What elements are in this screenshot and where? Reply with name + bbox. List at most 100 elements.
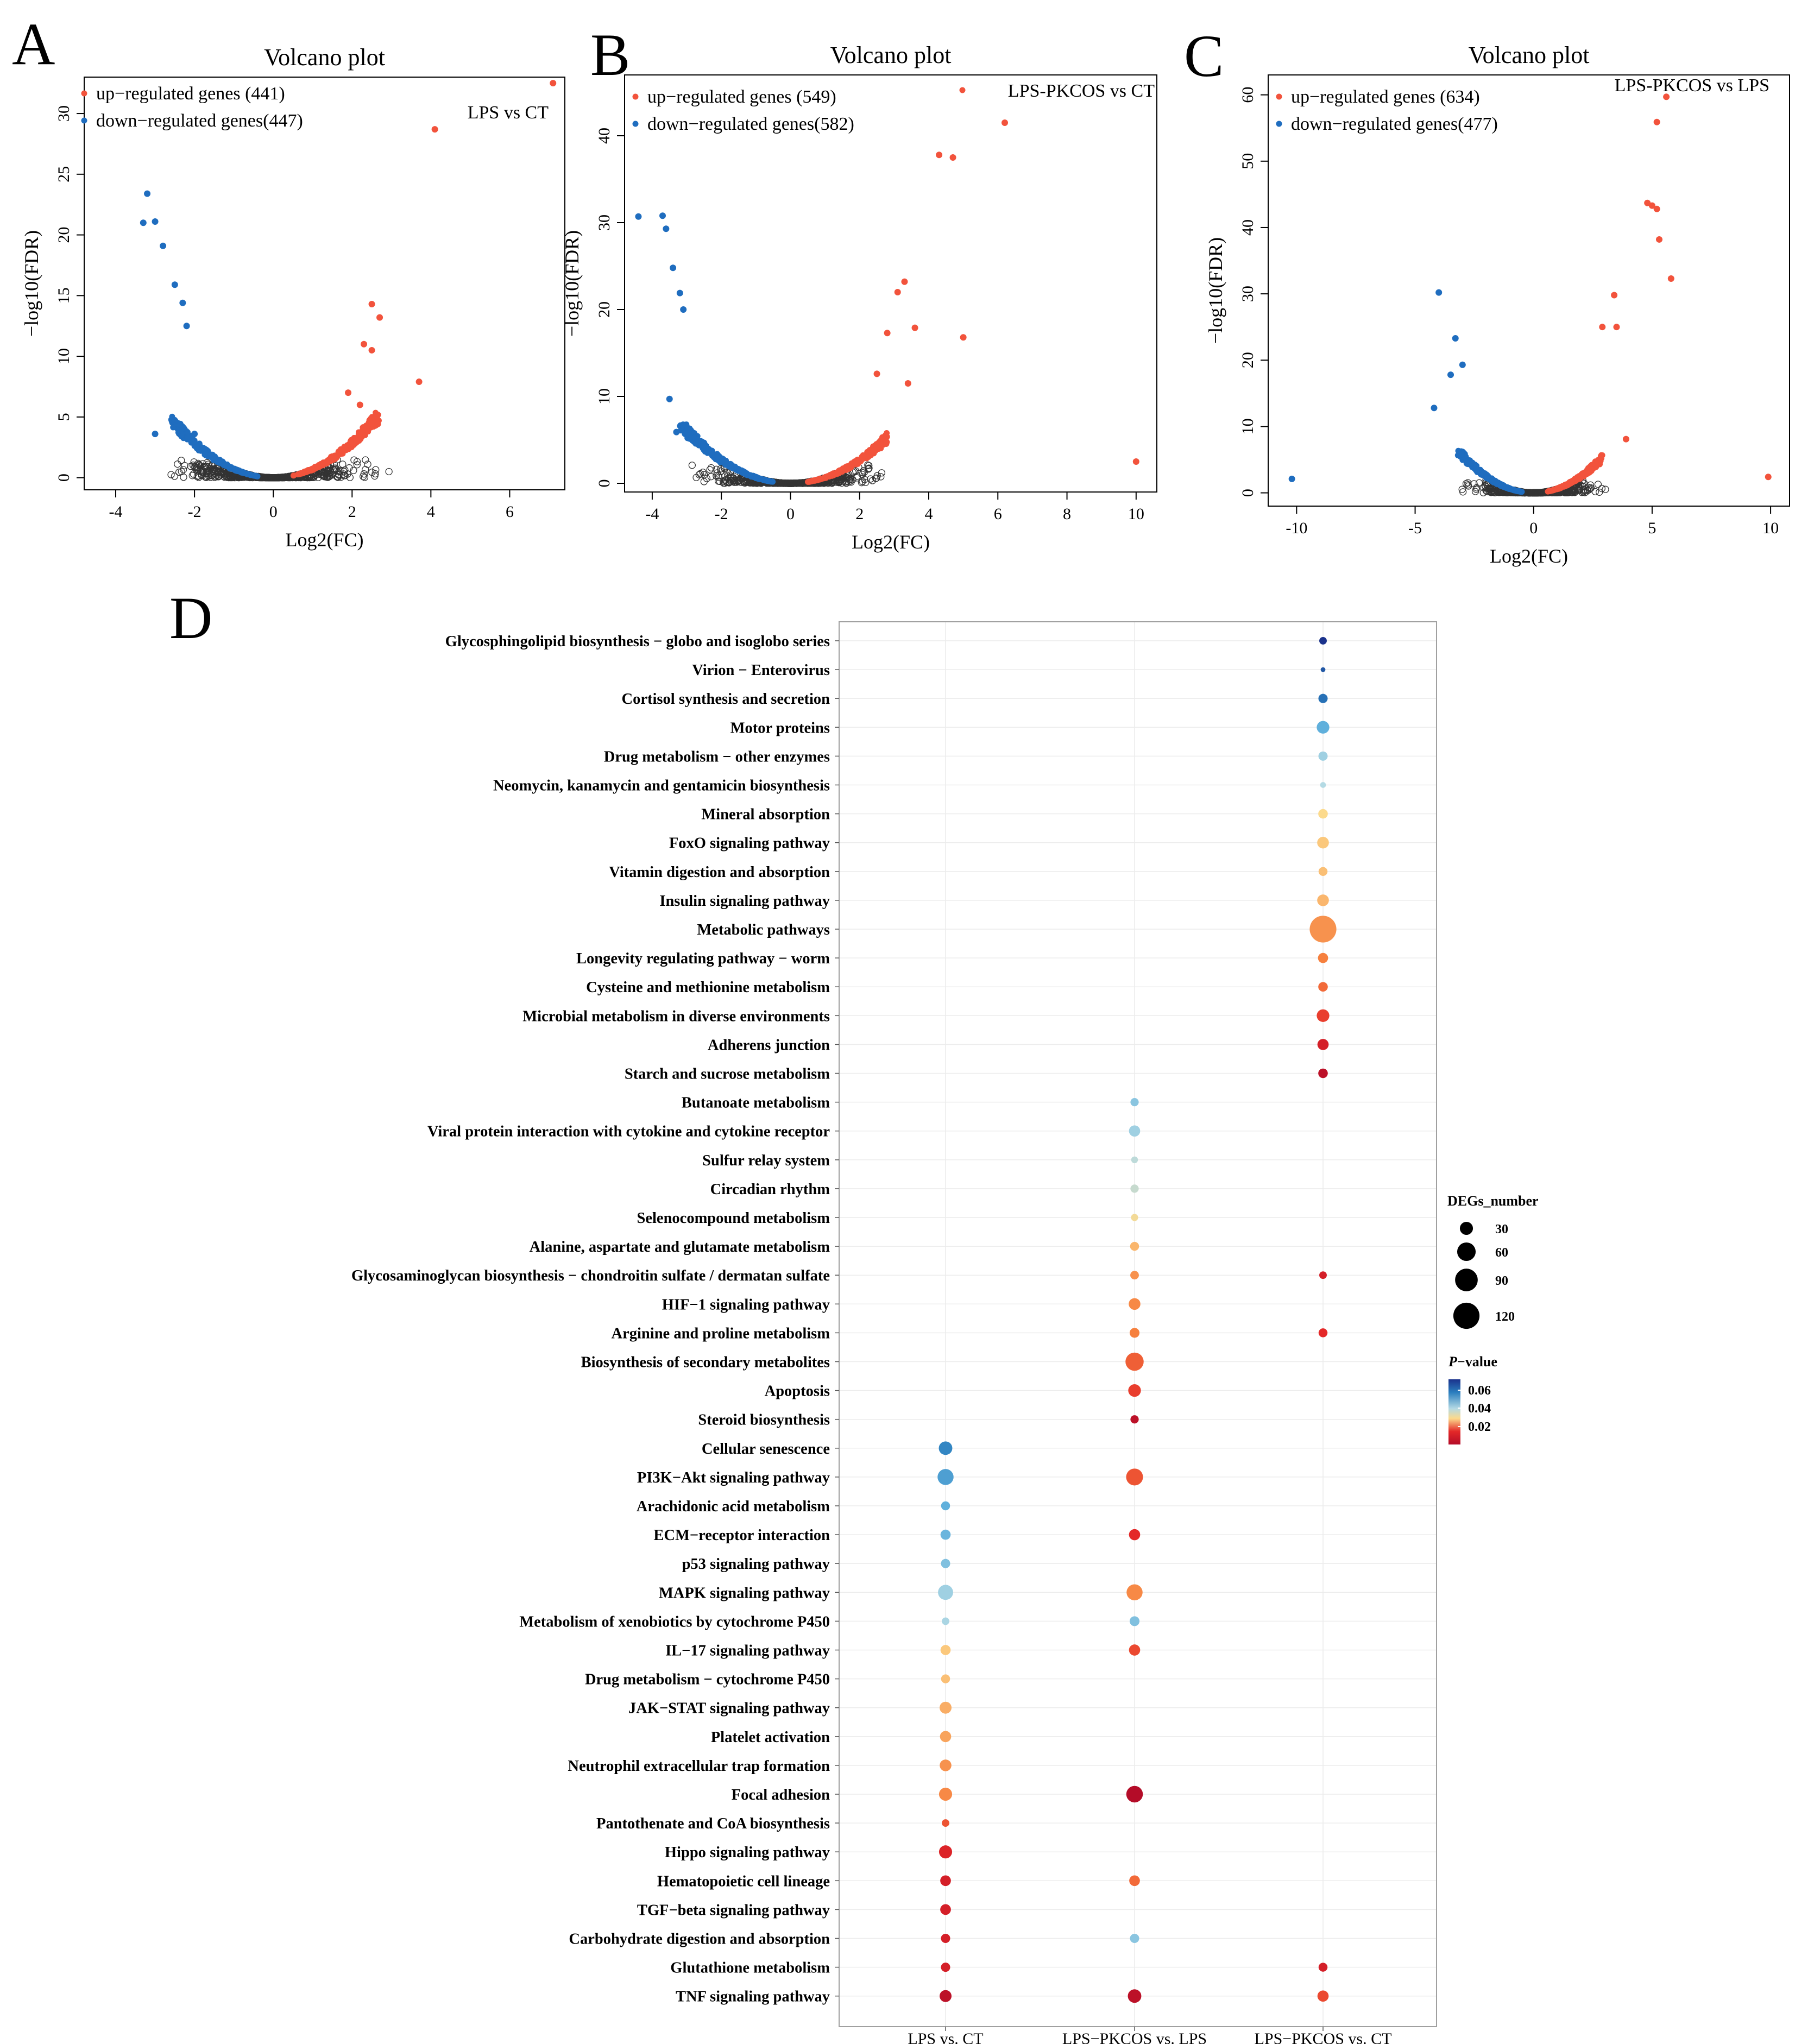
up-regulated-point [1622, 436, 1629, 443]
down-regulated-point [736, 467, 743, 474]
down-regulated-point [673, 428, 680, 436]
pathway-label: p53 signaling pathway [682, 1556, 830, 1573]
up-regulated-point [1565, 481, 1572, 488]
up-regulated-point [875, 443, 881, 450]
not-significant-point [1584, 483, 1592, 491]
not-significant-point [333, 473, 341, 481]
down-regulated-point [202, 450, 209, 457]
bubble-point [1131, 1156, 1138, 1164]
legend-down-label: down−regulated genes(477) [1291, 114, 1498, 134]
plot-frame [624, 74, 1157, 493]
not-significant-point [1533, 489, 1540, 497]
down-regulated-point [193, 444, 200, 450]
down-regulated-point [152, 431, 159, 438]
up-regulated-point [1653, 205, 1660, 212]
up-regulated-point [949, 154, 956, 161]
up-regulated-point [375, 421, 381, 427]
up-regulated-point [1613, 324, 1620, 331]
not-significant-point [314, 470, 323, 478]
down-regulated-point [684, 424, 691, 431]
down-regulated-point [140, 219, 147, 226]
bubble-point [1131, 1214, 1138, 1221]
y-tick-label: 20 [1239, 352, 1257, 368]
not-significant-point [864, 461, 872, 469]
pathway-label: Metabolic pathways [697, 922, 830, 938]
legend-up-label: up−regulated genes (441) [96, 84, 285, 104]
down-regulated-point [659, 212, 666, 219]
x-tick-label: -2 [188, 503, 201, 521]
legend-down-marker [81, 117, 87, 124]
up-regulated-point [291, 472, 297, 478]
not-significant-point [784, 480, 792, 487]
grid-lines [839, 622, 1437, 2027]
bubble-point [942, 1617, 949, 1625]
bubble-point [938, 1585, 953, 1600]
not-significant-point [706, 466, 714, 474]
pathway-label: Arachidonic acid metabolism [637, 1498, 830, 1515]
down-regulated-point [172, 417, 178, 423]
plot-frame [1268, 74, 1790, 507]
bubble-point [1129, 1616, 1140, 1626]
not-significant-point [1579, 488, 1587, 496]
down-regulated-point [152, 218, 159, 225]
pathway-label: Mineral absorption [701, 806, 830, 823]
plot-title: Volcano plot [830, 42, 952, 68]
not-significant-point [362, 466, 369, 474]
up-regulated-point [960, 334, 967, 341]
bubble-point [939, 1787, 953, 1801]
color-legend-title: P−value [1448, 1354, 1497, 1370]
pathway-label: MAPK signaling pathway [659, 1585, 830, 1601]
down-regulated-point [171, 281, 178, 288]
not-significant-point [1591, 488, 1599, 496]
not-significant-point [715, 477, 722, 485]
down-regulated-point [1458, 451, 1465, 458]
not-significant-point [350, 466, 357, 475]
up-regulated-point [365, 428, 371, 435]
x-axis-label: Log2(FC) [852, 531, 930, 553]
x-tick-label: 2 [855, 505, 864, 523]
down-regulated-point [231, 465, 238, 472]
bubble-point [1130, 1415, 1139, 1424]
down-regulated-point [1484, 475, 1491, 482]
pathway-label: Drug metabolism − cytochrome P450 [585, 1671, 830, 1688]
up-regulated-point [867, 449, 874, 455]
bubble-point [1318, 751, 1328, 761]
bubble-point [940, 1701, 952, 1714]
y-tick-label: 30 [1239, 286, 1257, 302]
y-tick-label: 25 [55, 166, 73, 182]
bubble-point [1309, 916, 1337, 943]
not-significant-point [371, 470, 379, 478]
legend-up-marker [632, 93, 639, 100]
pathway-label: ECM−receptor interaction [653, 1527, 830, 1544]
not-significant-point [865, 462, 873, 470]
y-tick-label: 30 [595, 215, 613, 231]
annotation-marker [959, 87, 966, 93]
panel-label-c: C [1184, 23, 1224, 89]
size-legend-circle [1459, 1221, 1473, 1235]
plot-frame [839, 621, 1437, 2027]
not-significant-point [234, 474, 242, 481]
not-significant-point [193, 464, 201, 471]
not-significant-point [174, 460, 181, 468]
up-regulated-point [1656, 236, 1662, 243]
x-tick-label: 10 [1762, 519, 1779, 537]
plot-frame [84, 77, 565, 490]
x-tick-label: -4 [109, 503, 123, 521]
pathway-label: Pantothenate and CoA biosynthesis [596, 1815, 830, 1832]
up-regulated-point [550, 80, 557, 87]
bubble-point [940, 1759, 952, 1771]
not-significant-point [724, 472, 732, 480]
legend-down-label: down−regulated genes(447) [96, 111, 303, 131]
x-tick-label: 0 [786, 505, 795, 523]
not-significant-point [171, 472, 179, 480]
up-regulated-point [309, 466, 316, 472]
down-regulated-point [240, 469, 246, 475]
pathway-label: Hippo signaling pathway [665, 1844, 830, 1861]
bubble-point [941, 1559, 950, 1568]
down-regulated-point [676, 289, 683, 296]
up-regulated-point [368, 346, 375, 354]
x-tick-label: 5 [1648, 519, 1656, 537]
not-significant-point [707, 464, 715, 472]
down-regulated-point [753, 474, 760, 481]
up-regulated-point [368, 301, 375, 307]
